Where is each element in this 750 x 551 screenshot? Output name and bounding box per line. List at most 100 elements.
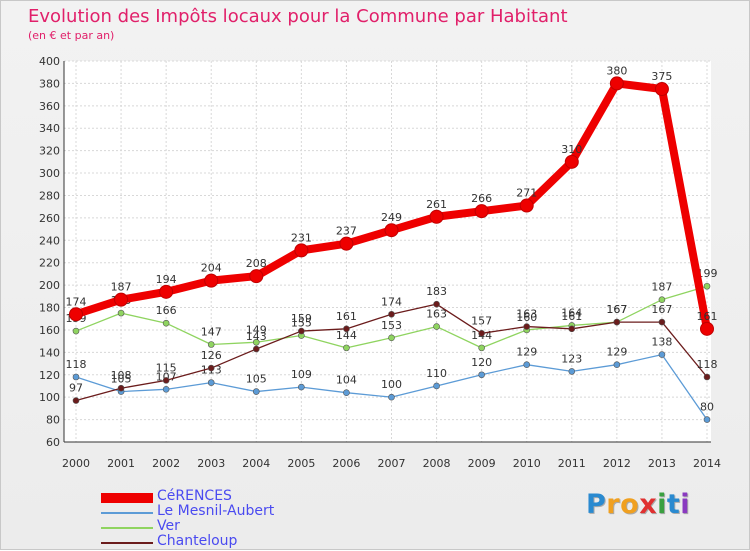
data-label-1: 129 — [516, 346, 537, 359]
data-label-3: 163 — [516, 308, 537, 321]
data-label-1: 105 — [246, 373, 267, 386]
x-tick-label: 2003 — [197, 457, 225, 470]
data-label-0: 174 — [66, 295, 87, 308]
data-label-0: 271 — [516, 187, 537, 200]
data-point-2 — [658, 296, 666, 303]
legend-swatch — [101, 493, 153, 503]
x-tick-label: 2005 — [287, 457, 315, 470]
chart-title: Evolution des Impôts locaux pour la Comm… — [28, 6, 568, 27]
data-label-0: 310 — [561, 143, 582, 156]
legend-label: Chanteloup — [157, 533, 238, 549]
data-point-1 — [72, 373, 80, 381]
data-point-1 — [252, 388, 260, 395]
y-tick-label: 360 — [39, 100, 60, 113]
data-point-3 — [613, 318, 621, 326]
y-tick-label: 60 — [46, 436, 60, 449]
x-tick-label: 2012 — [603, 457, 631, 470]
data-point-0 — [609, 76, 624, 91]
data-point-3 — [433, 300, 440, 308]
legend-label: Le Mesnil-Aubert — [157, 503, 275, 519]
data-point-3 — [568, 325, 576, 333]
data-point-3 — [207, 364, 215, 372]
x-tick-label: 2000 — [62, 457, 90, 470]
data-point-1 — [162, 386, 170, 393]
data-point-0 — [249, 269, 264, 284]
data-label-3: 118 — [697, 358, 718, 371]
data-point-1 — [658, 351, 666, 358]
data-point-0 — [700, 321, 714, 336]
x-tick-label: 2008 — [423, 457, 451, 470]
brand-letter: i — [657, 489, 667, 520]
data-label-3: 174 — [381, 295, 402, 308]
data-label-0: 249 — [381, 211, 402, 224]
data-point-3 — [72, 397, 80, 404]
data-label-0: 204 — [201, 262, 222, 275]
data-point-3 — [388, 310, 395, 318]
data-point-0 — [519, 198, 534, 213]
data-point-3 — [703, 373, 711, 381]
data-label-2: 147 — [201, 326, 222, 339]
data-label-0: 208 — [246, 257, 267, 270]
data-point-0 — [294, 243, 309, 258]
y-tick-label: 80 — [46, 414, 60, 427]
brand-letter: r — [606, 489, 621, 520]
data-label-3: 143 — [246, 330, 267, 343]
data-label-0: 194 — [156, 273, 177, 286]
legend-label: Ver — [157, 518, 180, 534]
y-tick-label: 100 — [39, 391, 60, 404]
data-label-3: 167 — [606, 303, 627, 316]
data-label-0: 380 — [606, 64, 627, 77]
data-point-2 — [433, 323, 440, 330]
data-point-3 — [252, 345, 260, 353]
y-tick-label: 300 — [39, 167, 60, 180]
y-tick-label: 180 — [39, 302, 60, 315]
x-tick-label: 2014 — [693, 457, 721, 470]
y-tick-label: 280 — [39, 189, 60, 202]
legend-item: Ver — [101, 518, 341, 535]
data-point-1 — [478, 371, 485, 379]
data-label-2: 199 — [697, 267, 718, 280]
brand-letter: t — [666, 489, 681, 520]
data-label-1: 120 — [471, 356, 492, 369]
x-tick-label: 2013 — [648, 457, 676, 470]
data-label-1: 80 — [700, 401, 714, 414]
y-tick-label: 320 — [39, 145, 60, 158]
data-point-3 — [298, 327, 305, 335]
data-point-2 — [703, 282, 711, 290]
data-label-3: 159 — [291, 312, 312, 325]
x-tick-label: 2010 — [513, 457, 541, 470]
data-point-3 — [162, 377, 170, 384]
legend-swatch — [101, 527, 153, 529]
data-point-1 — [207, 379, 215, 386]
data-label-3: 183 — [426, 285, 447, 298]
y-tick-label: 140 — [39, 346, 60, 359]
data-label-3: 157 — [471, 314, 492, 327]
data-label-2: 155 — [291, 317, 312, 330]
data-label-1: 107 — [156, 370, 177, 383]
legend-item: CéRENCES — [101, 488, 341, 505]
x-tick-label: 2011 — [558, 457, 586, 470]
data-point-0 — [159, 284, 174, 299]
legend-item: Le Mesnil-Aubert — [101, 503, 341, 520]
data-label-0: 266 — [471, 192, 492, 205]
brand-logo: Proxiti — [586, 489, 690, 520]
data-point-3 — [343, 325, 350, 333]
data-label-3: 161 — [336, 310, 357, 323]
chart-subtitle: (en € et par an) — [28, 29, 115, 42]
data-point-2 — [388, 334, 395, 342]
data-label-0: 237 — [336, 225, 357, 238]
data-point-1 — [568, 368, 576, 375]
brand-letter: o — [620, 489, 640, 520]
data-point-0 — [204, 273, 219, 288]
data-point-1 — [388, 393, 395, 401]
y-tick-label: 240 — [39, 234, 60, 247]
y-tick-label: 340 — [39, 122, 60, 135]
data-label-1: 100 — [381, 378, 402, 391]
data-label-2: 187 — [651, 281, 672, 294]
legend-swatch — [101, 542, 153, 544]
data-label-2: 167 — [606, 303, 627, 316]
data-label-1: 105 — [111, 373, 132, 386]
data-point-0 — [654, 82, 669, 97]
data-point-1 — [523, 361, 531, 368]
